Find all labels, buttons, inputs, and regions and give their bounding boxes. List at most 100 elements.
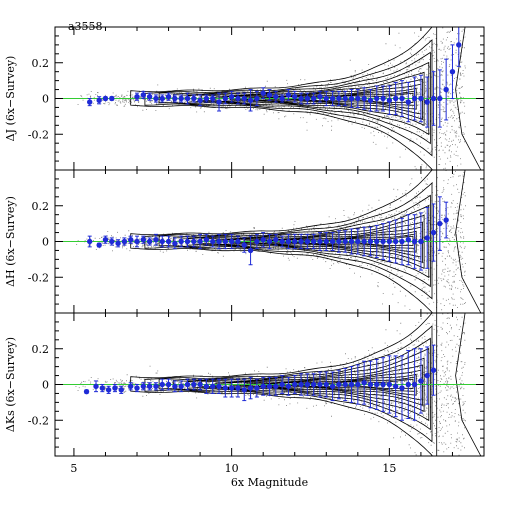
y-axis-label: ΔH (6x−Survey) — [4, 196, 17, 287]
data-point — [348, 381, 355, 388]
data-point — [86, 238, 93, 245]
contour-line — [187, 214, 425, 270]
data-point — [292, 238, 298, 245]
data-point — [298, 238, 304, 245]
data-point — [424, 235, 430, 241]
data-point — [273, 94, 279, 100]
data-point — [418, 95, 424, 102]
y-tick-label: -0.2 — [28, 128, 49, 141]
data-point — [134, 385, 140, 391]
x-tick-label: 10 — [225, 462, 239, 475]
data-point — [178, 95, 184, 102]
points-layer — [83, 42, 462, 395]
data-point — [386, 238, 393, 245]
data-point — [392, 383, 399, 389]
data-point — [254, 238, 260, 245]
data-point — [112, 385, 118, 391]
data-point — [443, 217, 449, 223]
data-point — [134, 238, 140, 245]
data-point — [430, 367, 437, 373]
contour-line — [144, 325, 433, 443]
data-point — [310, 95, 317, 102]
data-point — [165, 238, 172, 245]
y-tick-label: 0 — [42, 379, 49, 392]
data-point — [348, 95, 355, 102]
data-point — [191, 381, 197, 388]
data-point — [109, 238, 115, 245]
data-point — [443, 86, 449, 93]
data-point — [178, 238, 184, 245]
data-point — [210, 383, 216, 389]
data-point — [216, 99, 222, 105]
data-point — [83, 388, 90, 395]
data-point — [430, 229, 437, 236]
data-point — [304, 238, 311, 245]
data-point — [342, 381, 348, 388]
data-point — [437, 220, 443, 227]
data-point — [304, 95, 311, 102]
data-point — [374, 95, 380, 102]
data-point — [392, 95, 399, 102]
data-point — [146, 383, 153, 389]
data-point — [260, 383, 266, 389]
data-point — [399, 385, 405, 391]
data-point — [105, 387, 112, 393]
data-point — [361, 95, 367, 102]
data-point — [367, 238, 374, 245]
contour-line — [130, 313, 438, 456]
y-axis-label: ΔKs (6x−Survey) — [4, 337, 17, 432]
contour-line — [158, 194, 431, 288]
data-point — [380, 95, 386, 102]
data-point — [203, 237, 210, 243]
data-point — [411, 95, 418, 102]
data-point — [449, 68, 456, 75]
data-point — [386, 381, 393, 388]
data-point — [437, 95, 443, 102]
data-point — [172, 95, 178, 102]
contour-edge — [455, 27, 482, 170]
data-point — [386, 97, 393, 103]
data-point — [405, 381, 411, 388]
data-point — [93, 383, 99, 389]
y-tick-label: 0.2 — [32, 200, 50, 213]
panel-title: a3558 — [68, 20, 103, 33]
data-point — [342, 95, 348, 102]
contour-edge — [455, 313, 482, 456]
data-point — [342, 238, 348, 245]
data-point — [260, 90, 266, 96]
data-point — [310, 381, 317, 388]
data-point — [310, 238, 317, 245]
data-point — [367, 97, 374, 103]
contour-line — [130, 170, 438, 313]
data-point — [254, 385, 260, 391]
y-tick-label: -0.2 — [28, 414, 49, 427]
data-point — [216, 383, 222, 389]
data-point — [247, 97, 254, 103]
data-point — [115, 240, 121, 246]
contour-line — [144, 39, 433, 157]
data-point — [153, 383, 159, 389]
axes-layer — [54, 26, 485, 457]
data-point — [235, 238, 241, 245]
data-point — [292, 94, 298, 100]
data-point — [348, 238, 355, 245]
data-point — [285, 238, 292, 245]
text-layer: -0.2 0 0.2 ΔJ (6x−Survey) a3558 -0.2 0 0.2 ΔH (6… — [4, 20, 396, 489]
data-point — [165, 94, 172, 100]
data-point — [228, 385, 235, 391]
data-point — [254, 95, 260, 102]
data-point — [197, 238, 203, 245]
data-point — [279, 95, 285, 102]
data-point — [153, 95, 159, 102]
y-tick-label: -0.2 — [28, 271, 49, 284]
data-point — [140, 383, 147, 389]
contour-edge — [455, 170, 482, 313]
data-point — [304, 381, 311, 388]
data-point — [424, 99, 430, 105]
data-point — [260, 237, 266, 243]
data-point — [430, 95, 437, 102]
data-point — [380, 238, 386, 245]
data-point — [235, 95, 241, 102]
